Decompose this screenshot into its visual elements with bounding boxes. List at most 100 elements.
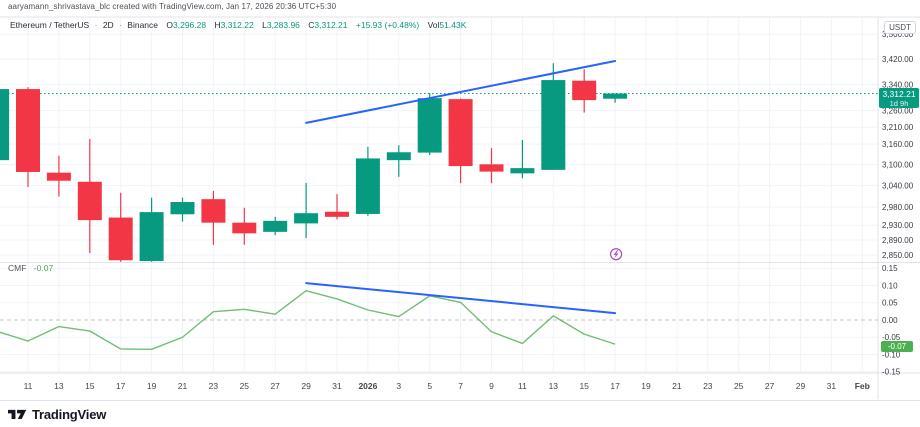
candle-body [355, 158, 380, 214]
time-axis-label: 21 [178, 381, 188, 391]
high-label: H [214, 20, 221, 30]
open-value: 3,296.28 [173, 20, 207, 30]
candle-body [46, 172, 71, 181]
price-axis-label: 3,500.00 [882, 30, 914, 39]
price-axis-label: 3,340.00 [882, 80, 914, 89]
time-axis-label: 17 [116, 381, 126, 391]
price-axis-label: 3,160.00 [882, 140, 914, 149]
candle-body [479, 164, 504, 172]
tradingview-logo[interactable]: TradingView [8, 406, 106, 422]
indicator-trendline[interactable] [305, 282, 617, 315]
time-axis-label: 15 [579, 381, 589, 391]
time-axis-label: 11 [24, 381, 33, 391]
time-axis-label: 19 [641, 381, 651, 391]
legend-separator: · [94, 20, 98, 30]
indicator-name[interactable]: CMF [8, 263, 27, 273]
open-label: O [166, 20, 173, 30]
indicator-axis-label: -0.05 [882, 333, 901, 342]
candle-body [386, 152, 411, 161]
price-trendline[interactable] [305, 60, 617, 124]
time-axis-label: 11 [518, 381, 527, 391]
time-axis-label: 29 [301, 381, 311, 391]
indicator-axis-label: 0.15 [882, 264, 898, 273]
time-axis-label: Feb [855, 381, 870, 391]
time-axis-label: 21 [672, 381, 682, 391]
price-axis-label: 3,040.00 [882, 181, 914, 190]
indicator-value-badge: -0.07 [881, 341, 913, 352]
candle-body [77, 181, 102, 221]
tradingview-wordmark: TradingView [32, 406, 107, 422]
low-value: 3,283.96 [266, 20, 300, 30]
price-axis-label: 3,260.00 [882, 106, 914, 115]
close-label: C [308, 20, 315, 30]
indicator-legend: CMF -0.07 [8, 263, 53, 273]
candle-body [139, 212, 164, 262]
indicator-axis-label: 0.05 [882, 299, 898, 308]
time-axis-label: 27 [270, 381, 280, 391]
indicator-value: -0.07 [33, 263, 54, 273]
indicator-axis-label: -0.10 [882, 350, 901, 359]
time-axis-label: 5 [427, 381, 432, 391]
time-axis-label: 19 [147, 381, 157, 391]
time-axis-label: 9 [489, 381, 494, 391]
symbol-interval[interactable]: 2D [102, 20, 114, 30]
time-axis-label: 27 [765, 381, 775, 391]
candle-body [108, 217, 133, 261]
price-axis-label: 2,890.00 [882, 236, 914, 245]
symbol-exchange[interactable]: Binance [127, 20, 158, 30]
candle-body [232, 222, 257, 234]
time-axis-label: 15 [85, 381, 95, 391]
candle-body [16, 89, 40, 172]
bar-countdown: 1d 9h [889, 99, 909, 108]
price-axis-label: 2,850.00 [882, 251, 914, 260]
time-axis-label: 23 [703, 381, 713, 391]
candle-body [263, 220, 288, 232]
candle-body [572, 80, 597, 101]
price-axis-label: 3,420.00 [882, 55, 914, 64]
time-axis-label: 23 [209, 381, 219, 391]
candle-body [294, 213, 319, 224]
indicator-axis-label: 0.10 [882, 281, 898, 290]
close-value: 3,312.21 [314, 20, 348, 30]
time-axis-label: 2026 [358, 381, 377, 391]
price-axis-label: 2,980.00 [882, 203, 914, 212]
lightning-bolt-icon [613, 250, 619, 259]
symbol-name[interactable]: Ethereum / TetherUS [10, 20, 90, 30]
chart-canvas[interactable]: 3,500.00 3,420.00 3,340.00 3,260.00 3,210.00… [0, 0, 920, 400]
time-axis-label: 13 [54, 381, 64, 391]
price-axis-label: 3,210.00 [882, 123, 914, 132]
time-axis-label: 7 [458, 381, 463, 391]
candle-body [510, 168, 535, 174]
symbol-legend: Ethereum / TetherUS · 2D · Binance O3,29… [10, 20, 466, 30]
indicator-axis-label: 0.00 [882, 316, 898, 325]
indicator-axis-label: -0.15 [882, 368, 901, 377]
time-axis-label: 13 [549, 381, 559, 391]
time-axis-label: 29 [796, 381, 806, 391]
time-axis-label: 25 [240, 381, 250, 391]
candle-body [170, 202, 195, 215]
candle-body [448, 99, 473, 167]
bottom-branding-bar: TradingView [0, 400, 920, 427]
time-axis-label: 31 [332, 381, 342, 391]
legend-separator: · [119, 20, 122, 30]
time-axis-label: 31 [827, 381, 837, 391]
currency-toggle-button[interactable]: USDT [884, 21, 916, 34]
high-value: 3,312.22 [220, 20, 254, 30]
low-label: L [262, 20, 267, 30]
price-axis-label: 3,100.00 [882, 160, 914, 169]
time-axis-label: 25 [734, 381, 744, 391]
current-price-value: 3,312.21 [882, 89, 916, 99]
tradingview-logo-icon [8, 409, 27, 419]
candle-body [541, 80, 566, 170]
price-axis-label: 2,930.00 [882, 221, 914, 230]
candle-body [417, 98, 442, 153]
cmf-line [0, 289, 616, 351]
volume-label: Vol [427, 20, 440, 30]
time-axis-label: 17 [610, 381, 620, 391]
current-price-badge: 3,312.21 1d 9h [879, 88, 919, 108]
candle-body [603, 93, 628, 99]
candle-body [0, 89, 10, 161]
candle-body [201, 199, 226, 223]
candle-body [325, 211, 349, 217]
watermark-text: aaryamann_shrivastava_blc created with T… [8, 2, 337, 11]
